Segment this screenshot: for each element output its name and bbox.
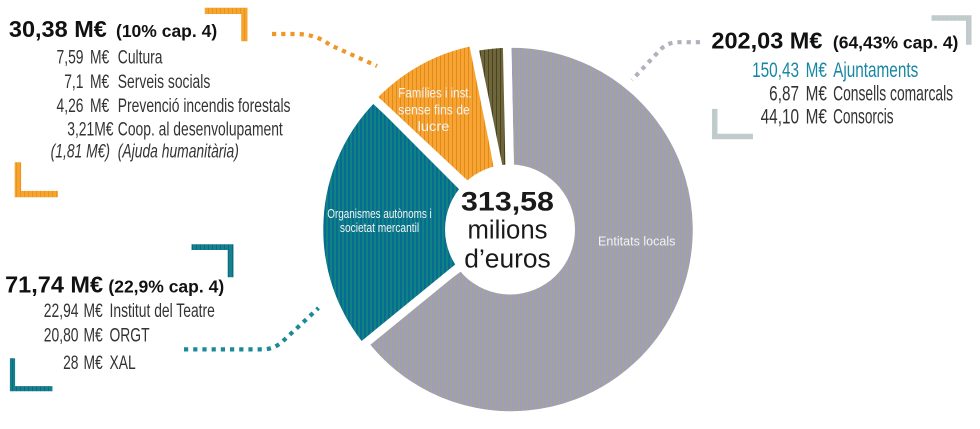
svg-text:Serveis socials: Serveis socials <box>118 71 210 93</box>
svg-text:M€: M€ <box>806 104 827 128</box>
svg-text:(22,9% cap. 4): (22,9% cap. 4) <box>108 277 224 297</box>
svg-text:Ajuntaments: Ajuntaments <box>833 58 918 82</box>
svg-text:M€: M€ <box>84 324 104 346</box>
svg-text:4,26: 4,26 <box>56 95 83 117</box>
svg-text:71,74 M€: 71,74 M€ <box>5 272 103 298</box>
svg-text:milions: milions <box>468 216 548 244</box>
svg-text:societat mercantil: societat mercantil <box>340 221 419 235</box>
svg-text:(10% cap. 4): (10% cap. 4) <box>116 21 217 41</box>
svg-text:44,10: 44,10 <box>761 104 799 128</box>
svg-text:30,38 M€: 30,38 M€ <box>9 16 107 42</box>
svg-text:M€: M€ <box>806 81 827 105</box>
svg-text:ORGT: ORGT <box>110 324 150 346</box>
svg-text:M€: M€ <box>90 95 110 117</box>
svg-text:sense fins de: sense fins de <box>398 103 469 118</box>
svg-text:M€: M€ <box>806 58 827 82</box>
svg-text:M€: M€ <box>84 300 104 322</box>
svg-text:Famílies i inst.: Famílies i inst. <box>398 86 471 101</box>
svg-text:Entitats locals: Entitats locals <box>598 235 675 249</box>
svg-text:7,59: 7,59 <box>56 46 83 68</box>
svg-text:Consells comarcals: Consells comarcals <box>833 82 953 105</box>
svg-text:20,80: 20,80 <box>44 324 79 346</box>
svg-text:22,94: 22,94 <box>44 300 79 322</box>
svg-text:7,1: 7,1 <box>64 71 83 93</box>
svg-text:150,43: 150,43 <box>752 58 799 82</box>
svg-text:M€: M€ <box>84 352 104 374</box>
svg-text:Cultura: Cultura <box>118 46 163 68</box>
svg-text:(1,81 M€): (1,81 M€) <box>51 140 110 162</box>
svg-text:Consorcis: Consorcis <box>833 106 894 129</box>
svg-text:Organismes autònoms i: Organismes autònoms i <box>327 207 432 221</box>
svg-text:lucre: lucre <box>418 119 450 134</box>
svg-text:M€: M€ <box>90 71 110 93</box>
svg-text:(Ajuda humanitària): (Ajuda humanitària) <box>118 140 239 162</box>
svg-text:313,58: 313,58 <box>461 187 554 217</box>
svg-text:M€: M€ <box>90 46 110 68</box>
svg-text:Institut del Teatre: Institut del Teatre <box>110 300 215 322</box>
svg-text:(64,43% cap. 4): (64,43% cap. 4) <box>833 33 958 53</box>
svg-text:3,21M€: 3,21M€ <box>67 118 114 140</box>
svg-text:202,03 M€: 202,03 M€ <box>711 28 822 54</box>
svg-text:6,87: 6,87 <box>769 81 799 105</box>
svg-text:d’euros: d’euros <box>464 246 550 274</box>
svg-text:Prevenció incendis forestals: Prevenció incendis forestals <box>118 95 291 117</box>
svg-text:28: 28 <box>63 352 78 374</box>
svg-text:XAL: XAL <box>110 352 136 374</box>
svg-text:Coop. al desenvolupament: Coop. al desenvolupament <box>118 118 283 140</box>
